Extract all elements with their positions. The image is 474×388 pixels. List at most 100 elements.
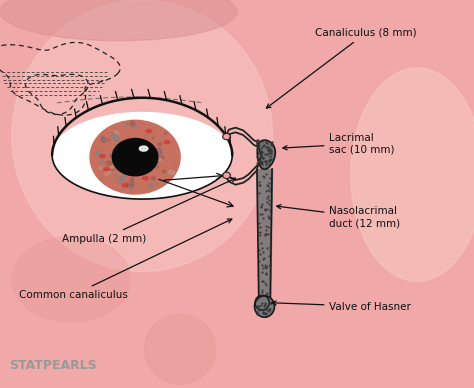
Ellipse shape <box>127 133 131 139</box>
Ellipse shape <box>99 170 104 173</box>
Ellipse shape <box>145 171 148 174</box>
Ellipse shape <box>159 170 164 174</box>
Ellipse shape <box>124 143 126 145</box>
Ellipse shape <box>148 142 154 146</box>
Ellipse shape <box>156 129 160 132</box>
Ellipse shape <box>115 140 118 143</box>
Ellipse shape <box>351 68 474 281</box>
Ellipse shape <box>156 148 162 151</box>
Ellipse shape <box>143 170 147 175</box>
Ellipse shape <box>149 140 155 145</box>
Text: Lacrimal
sac (10 mm): Lacrimal sac (10 mm) <box>283 133 395 154</box>
Ellipse shape <box>149 159 155 163</box>
Ellipse shape <box>138 164 144 169</box>
Ellipse shape <box>154 173 159 176</box>
Ellipse shape <box>146 150 152 153</box>
Ellipse shape <box>115 146 119 149</box>
Ellipse shape <box>146 164 152 168</box>
Ellipse shape <box>161 183 164 185</box>
Ellipse shape <box>139 146 143 150</box>
Ellipse shape <box>143 163 151 167</box>
Ellipse shape <box>135 174 138 179</box>
Ellipse shape <box>139 166 143 170</box>
Ellipse shape <box>129 161 134 166</box>
Ellipse shape <box>118 128 123 132</box>
Ellipse shape <box>118 180 123 185</box>
Ellipse shape <box>124 149 129 152</box>
Ellipse shape <box>142 162 148 166</box>
Ellipse shape <box>168 146 173 149</box>
Ellipse shape <box>121 189 123 191</box>
Ellipse shape <box>155 142 160 146</box>
Ellipse shape <box>148 130 153 135</box>
Ellipse shape <box>136 160 141 165</box>
Ellipse shape <box>111 184 115 188</box>
Ellipse shape <box>117 173 121 176</box>
Ellipse shape <box>12 237 130 322</box>
Text: STATPEARLS: STATPEARLS <box>9 359 97 372</box>
Ellipse shape <box>93 152 99 156</box>
Ellipse shape <box>101 146 107 149</box>
Ellipse shape <box>173 158 181 163</box>
Ellipse shape <box>121 184 127 187</box>
Ellipse shape <box>136 161 140 165</box>
Ellipse shape <box>108 153 111 155</box>
Ellipse shape <box>112 137 115 139</box>
Ellipse shape <box>137 147 143 150</box>
Ellipse shape <box>147 163 152 167</box>
Ellipse shape <box>132 149 134 151</box>
Text: Nasolacrimal
duct (12 mm): Nasolacrimal duct (12 mm) <box>277 204 401 228</box>
Ellipse shape <box>127 138 129 141</box>
Ellipse shape <box>157 154 160 156</box>
Ellipse shape <box>94 150 100 153</box>
Ellipse shape <box>102 154 109 158</box>
Polygon shape <box>257 140 275 169</box>
Ellipse shape <box>118 152 122 155</box>
Ellipse shape <box>138 144 139 146</box>
Ellipse shape <box>117 131 120 135</box>
Ellipse shape <box>154 142 159 146</box>
Ellipse shape <box>159 166 166 170</box>
Ellipse shape <box>148 159 154 162</box>
Ellipse shape <box>116 177 118 180</box>
Ellipse shape <box>164 141 167 144</box>
Ellipse shape <box>119 137 125 140</box>
Ellipse shape <box>162 133 167 138</box>
Ellipse shape <box>12 0 273 272</box>
Ellipse shape <box>164 132 165 133</box>
Ellipse shape <box>146 168 149 170</box>
Ellipse shape <box>145 314 216 384</box>
Text: Common canaliculus: Common canaliculus <box>19 219 232 300</box>
Ellipse shape <box>132 170 137 173</box>
Circle shape <box>224 135 229 139</box>
Ellipse shape <box>141 142 143 144</box>
Ellipse shape <box>142 173 144 175</box>
Ellipse shape <box>255 296 274 317</box>
Ellipse shape <box>120 153 123 155</box>
Ellipse shape <box>139 159 143 163</box>
Circle shape <box>223 133 230 140</box>
Ellipse shape <box>146 142 150 146</box>
Ellipse shape <box>135 165 138 169</box>
Ellipse shape <box>129 129 132 132</box>
Circle shape <box>90 120 180 194</box>
Ellipse shape <box>94 161 97 163</box>
Ellipse shape <box>150 154 154 156</box>
Text: Valve of Hasner: Valve of Hasner <box>272 301 411 312</box>
Ellipse shape <box>144 168 148 172</box>
Ellipse shape <box>148 166 153 170</box>
Ellipse shape <box>119 142 124 147</box>
Ellipse shape <box>114 149 147 169</box>
Ellipse shape <box>137 141 138 143</box>
Ellipse shape <box>144 166 147 170</box>
Circle shape <box>224 173 229 177</box>
Ellipse shape <box>99 146 104 149</box>
Ellipse shape <box>122 149 126 152</box>
Ellipse shape <box>160 148 162 149</box>
Ellipse shape <box>0 0 237 41</box>
Circle shape <box>223 172 230 178</box>
Circle shape <box>112 139 158 176</box>
Ellipse shape <box>149 147 154 150</box>
Ellipse shape <box>144 166 148 170</box>
Ellipse shape <box>130 159 135 163</box>
